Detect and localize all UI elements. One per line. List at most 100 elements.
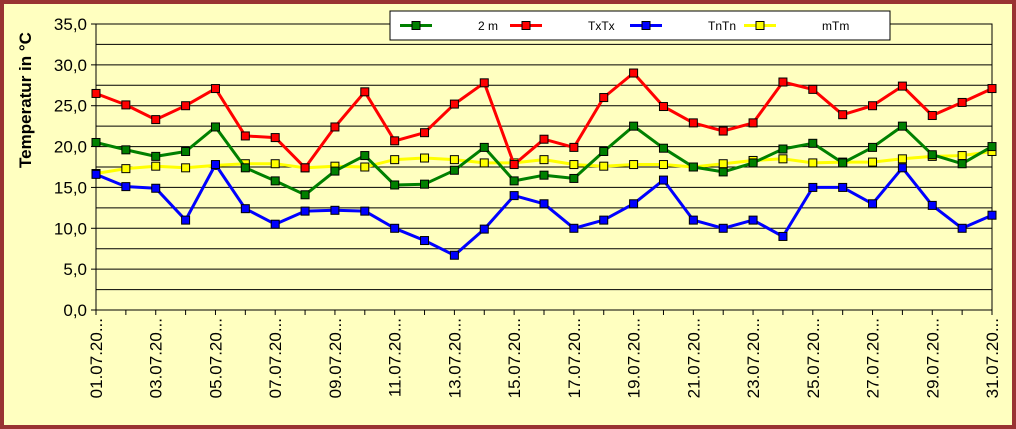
data-point <box>449 250 459 260</box>
data-point <box>420 236 430 246</box>
data-point <box>897 163 907 173</box>
data-point <box>210 160 220 170</box>
data-point <box>121 164 131 174</box>
data-point <box>569 223 579 233</box>
y-tick-label: 20,0 <box>54 138 87 157</box>
x-tick-label: 27.07.20... <box>864 318 883 398</box>
data-point <box>91 88 101 98</box>
data-point <box>718 223 728 233</box>
data-point <box>658 160 668 170</box>
data-point <box>539 199 549 209</box>
data-point <box>778 144 788 154</box>
data-point <box>121 100 131 110</box>
data-point <box>360 87 370 97</box>
data-point <box>808 182 818 192</box>
data-point <box>957 97 967 107</box>
data-point <box>957 159 967 169</box>
data-point <box>509 176 519 186</box>
data-point <box>360 162 370 172</box>
data-point <box>121 182 131 192</box>
series-group <box>91 68 997 260</box>
x-tick-label: 13.07.20... <box>445 318 464 398</box>
y-tick-labels: 0,0 5,0 10,0 15,0 20,0 25,0 30,0 35,0 <box>54 15 87 320</box>
x-tick-label: 11.07.20... <box>386 318 405 397</box>
data-point <box>420 179 430 189</box>
data-point <box>897 121 907 131</box>
y-tick-label: 5,0 <box>63 260 87 279</box>
data-point <box>688 215 698 225</box>
data-point <box>987 142 997 152</box>
legend-swatch-marker <box>641 21 651 30</box>
data-point <box>957 223 967 233</box>
x-tick-labels: 01.07.20... 03.07.20... 05.07.20... 07.07.2… <box>87 318 1002 398</box>
data-point <box>151 183 161 193</box>
data-point <box>808 138 818 148</box>
x-tick-label: 25.07.20... <box>804 318 823 398</box>
y-tick-label: 15,0 <box>54 178 87 197</box>
legend-label: TxTx <box>588 19 615 33</box>
data-point <box>748 158 758 168</box>
chart-background <box>4 4 1012 425</box>
data-point <box>778 77 788 87</box>
data-point <box>808 84 818 94</box>
y-tick-label: 30,0 <box>54 56 87 75</box>
x-tick-label: 05.07.20... <box>206 318 225 398</box>
data-point <box>121 145 131 155</box>
data-point <box>181 163 191 173</box>
data-point <box>270 219 280 229</box>
data-point <box>838 110 848 120</box>
y-tick-label: 35,0 <box>54 15 87 34</box>
data-point <box>718 159 728 169</box>
data-point <box>599 161 609 171</box>
x-tick-label: 07.07.20... <box>266 318 285 398</box>
data-point <box>748 118 758 128</box>
data-point <box>420 153 430 163</box>
data-point <box>539 134 549 144</box>
data-point <box>868 157 878 167</box>
legend-label: 2 m <box>478 19 498 33</box>
data-point <box>330 166 340 176</box>
data-point <box>479 158 489 168</box>
data-point <box>479 224 489 234</box>
data-point <box>868 101 878 111</box>
data-point <box>91 169 101 179</box>
data-point <box>599 93 609 103</box>
data-point <box>569 173 579 183</box>
data-point <box>748 215 758 225</box>
series-tntn <box>91 160 997 260</box>
data-point <box>390 136 400 146</box>
x-tick-label: 17.07.20... <box>565 318 584 398</box>
data-point <box>778 154 788 164</box>
data-point <box>181 101 191 111</box>
data-point <box>270 133 280 143</box>
data-point <box>330 205 340 215</box>
y-tick-label: 0,0 <box>63 301 87 320</box>
data-point <box>300 163 310 173</box>
x-tick-label: 15.07.20... <box>505 318 524 398</box>
data-point <box>778 231 788 241</box>
data-point <box>569 160 579 170</box>
y-axis-label: Temperatur in °C <box>16 32 35 168</box>
data-point <box>897 154 907 164</box>
data-point <box>360 206 370 216</box>
data-point <box>210 122 220 132</box>
data-point <box>360 151 370 161</box>
series-2-m <box>91 121 997 200</box>
x-tick-label: 21.07.20... <box>684 318 703 398</box>
data-point <box>390 180 400 190</box>
x-tick-label: 19.07.20... <box>625 318 644 398</box>
data-point <box>599 215 609 225</box>
data-point <box>240 131 250 141</box>
legend-swatch-marker <box>755 21 765 30</box>
data-point <box>151 161 161 171</box>
series-txtx <box>91 68 997 173</box>
x-tick-label: 29.07.20... <box>923 318 942 398</box>
legend-label: TnTn <box>708 19 736 33</box>
data-point <box>569 142 579 152</box>
data-point <box>300 190 310 200</box>
x-tick-label: 03.07.20... <box>147 318 166 398</box>
x-tick-label: 31.07.20... <box>983 318 1002 398</box>
data-point <box>629 68 639 78</box>
data-point <box>808 158 818 168</box>
